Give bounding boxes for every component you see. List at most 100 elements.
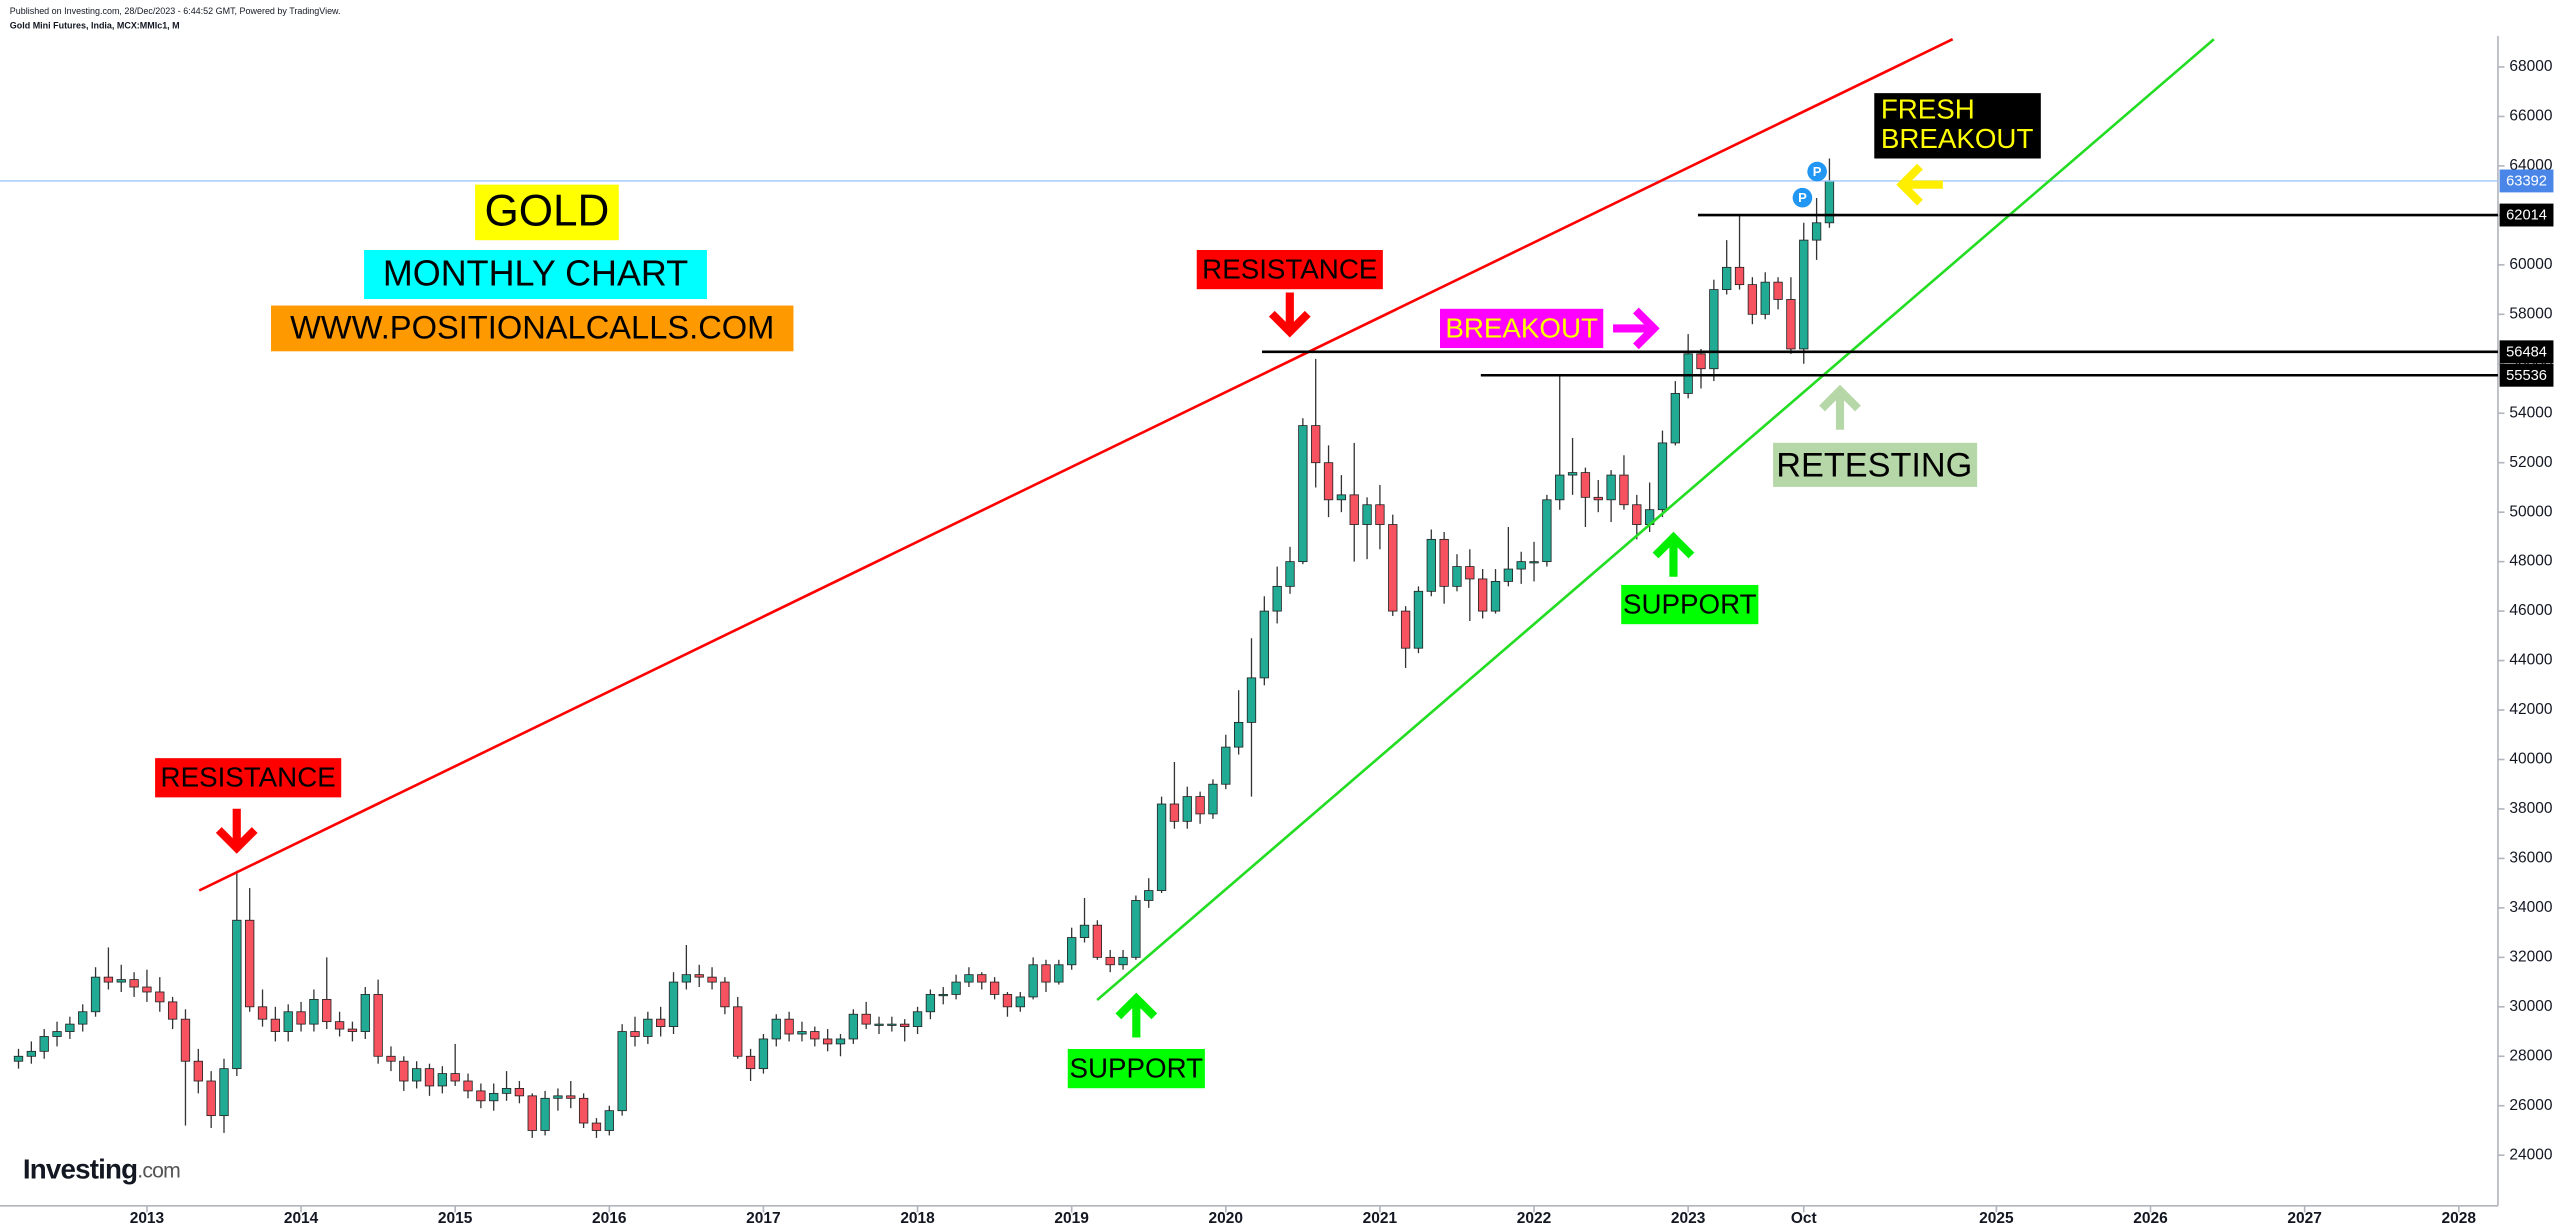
candle-body	[1811, 222, 1822, 241]
candle-body	[848, 1013, 858, 1040]
marker-badge	[1792, 187, 1813, 208]
candle-body	[964, 974, 974, 983]
candle-body	[887, 1023, 897, 1026]
candle-body	[822, 1038, 833, 1045]
candle-body	[1657, 442, 1668, 511]
marker-label: P	[1813, 164, 1822, 179]
candle-body	[656, 1018, 666, 1028]
candle-body	[26, 1050, 37, 1057]
candle-body	[1092, 924, 1103, 958]
x-tick-label: 2019	[1054, 1210, 1089, 1227]
candle-body	[1824, 180, 1835, 224]
candle-body	[450, 1073, 460, 1082]
candle-body	[219, 1068, 229, 1117]
candle-body	[810, 1031, 820, 1040]
candle-body	[1413, 590, 1424, 649]
candle-body	[1503, 568, 1514, 582]
candle-body	[52, 1031, 62, 1037]
candle-body	[514, 1088, 525, 1097]
candle-body	[232, 919, 242, 1070]
candle-body	[1632, 504, 1642, 525]
candle-body	[501, 1088, 512, 1094]
candle-body	[1606, 474, 1616, 501]
candle-body	[797, 1031, 807, 1035]
candle-body	[733, 1006, 743, 1057]
candle-body	[1182, 796, 1192, 822]
candle-body	[1555, 474, 1565, 501]
candle-body	[90, 976, 101, 1013]
candle-body	[1323, 462, 1334, 501]
support-arrow	[1115, 992, 1158, 1038]
resistance-label: RESISTANCE	[161, 762, 336, 793]
y-tick-label: 30000	[2509, 998, 2552, 1015]
x-tick-label: 2022	[1517, 1210, 1551, 1227]
candle-body	[39, 1036, 49, 1052]
candle-body	[630, 1031, 640, 1037]
candle-body	[155, 991, 165, 1003]
candle-body	[206, 1080, 216, 1117]
candle-body	[1362, 504, 1372, 525]
breakout-label-bg	[1440, 308, 1604, 349]
candle-body	[1529, 561, 1539, 564]
candle-body	[1208, 783, 1218, 815]
resistance-label-bg	[1196, 249, 1383, 290]
candle-body	[1246, 677, 1257, 723]
y-tick-label: 66000	[2509, 108, 2552, 125]
published-note: Published on Investing.com, 28/Dec/2023 …	[10, 6, 341, 16]
candle-body	[1452, 566, 1462, 587]
retesting-label: RETESTING	[1776, 446, 1972, 484]
candle-body	[412, 1068, 422, 1082]
candle-body	[309, 998, 319, 1025]
last-price-label: 63392	[2506, 174, 2547, 190]
y-tick-label: 50000	[2509, 503, 2552, 520]
candle-body	[784, 1018, 794, 1035]
x-tick-label: 2015	[438, 1210, 473, 1227]
x-tick-label: 2018	[900, 1210, 935, 1227]
x-tick-label: Oct	[1791, 1210, 1817, 1227]
site-label: WWW.POSITIONALCALLS.COM	[290, 309, 774, 346]
candle-body	[180, 1018, 191, 1062]
candle-body	[1400, 610, 1411, 649]
y-tick-label: 60000	[2509, 256, 2552, 273]
candle-body	[720, 981, 730, 1008]
candle-body	[1233, 721, 1244, 748]
candle-body	[771, 1018, 781, 1040]
candle-body	[424, 1068, 435, 1087]
candle-body	[103, 976, 114, 983]
candle-body	[1156, 803, 1167, 891]
x-tick-label: 2014	[284, 1210, 319, 1227]
candle-body	[758, 1038, 769, 1070]
candle-body	[1773, 281, 1783, 300]
y-tick-label: 48000	[2509, 553, 2552, 570]
candle-body	[1272, 585, 1282, 612]
candle-body	[1079, 924, 1090, 938]
candle-body	[1619, 474, 1629, 506]
candle-body	[912, 1011, 923, 1028]
candle-body	[1542, 499, 1552, 563]
y-tick-label: 54000	[2509, 404, 2552, 421]
candle-body	[900, 1023, 910, 1028]
fresh-breakout-bg	[1874, 93, 2041, 159]
x-tick-label: 2020	[1209, 1210, 1243, 1227]
candle-body	[1670, 393, 1680, 444]
candle-body	[694, 974, 704, 978]
x-tick-label: 2028	[2442, 1210, 2477, 1227]
support-arrow	[1652, 531, 1695, 577]
candle-body	[1747, 284, 1758, 315]
candle-body	[540, 1097, 550, 1131]
x-tick-label: 2017	[746, 1210, 780, 1227]
candle-body	[745, 1055, 756, 1070]
candle-body	[1439, 538, 1449, 587]
candle-body	[142, 986, 152, 993]
level-label: 62014	[2506, 208, 2547, 224]
y-tick-label: 26000	[2509, 1097, 2552, 1114]
candle-body	[591, 1122, 602, 1131]
candle-body	[1709, 289, 1719, 370]
candle-body	[1683, 353, 1693, 394]
logo-suffix: .com	[137, 1159, 180, 1182]
y-tick-label: 58000	[2509, 305, 2552, 322]
logo: Investing.com	[23, 1154, 180, 1185]
level-badge	[2499, 363, 2554, 387]
candle-body	[373, 994, 383, 1057]
